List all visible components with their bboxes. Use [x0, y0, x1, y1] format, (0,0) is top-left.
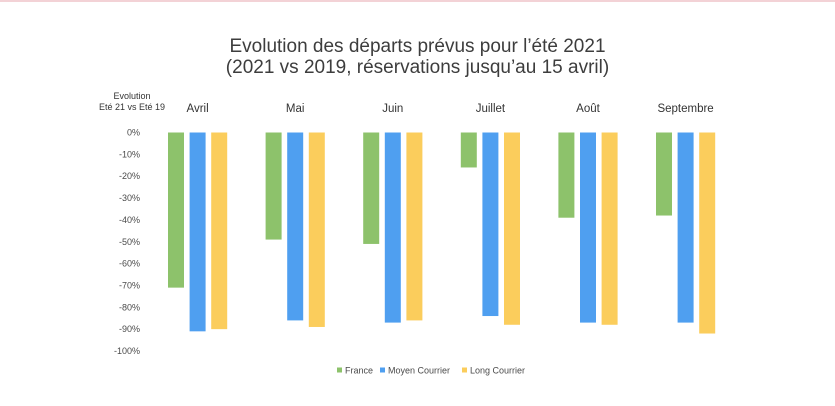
bar: [287, 132, 304, 321]
bar: [189, 132, 206, 332]
y-tick-label: -40%: [119, 215, 140, 225]
bar: [504, 132, 520, 325]
y-axis-title-line: Eté 21 vs Eté 19: [99, 102, 165, 112]
category-label: Septembre: [657, 103, 713, 115]
legend-swatch: [462, 367, 467, 373]
bar: [406, 132, 423, 321]
y-tick-label: -60%: [119, 259, 140, 269]
bar: [601, 132, 618, 325]
bar: [580, 132, 596, 323]
legend-label: Long Courrier: [470, 366, 525, 376]
category-label: Juillet: [476, 103, 506, 115]
bar: [677, 132, 694, 323]
category-label: Mai: [286, 103, 305, 115]
chart-subtitle: (2021 vs 2019, réservations jusqu’au 15 …: [225, 57, 610, 78]
category-labels: Avril Mai Juin Juillet Août Septembre: [187, 103, 714, 115]
chart-title: Evolution des départs prévus pour l’été …: [229, 36, 606, 57]
bar: [211, 132, 228, 330]
y-tick-label: -50%: [119, 237, 140, 247]
legend-swatch: [337, 367, 342, 373]
y-tick-label: 0%: [127, 128, 140, 138]
bar: [168, 132, 184, 288]
y-tick-label: -20%: [119, 171, 140, 181]
bar: [482, 132, 499, 317]
legend: France Moyen Courrier Long Courrier: [337, 366, 525, 376]
legend-label: France: [345, 366, 373, 376]
y-axis-ticks: 0% -10% -20% -30% -40% -50% -60% -70% -80% -90% -1…: [114, 128, 140, 357]
bar: [384, 132, 401, 323]
bar: [308, 132, 325, 327]
category-label: Août: [576, 103, 600, 115]
y-tick-label: -30%: [119, 193, 140, 203]
bar: [265, 132, 282, 240]
top-accent-line: [0, 0, 835, 2]
y-tick-label: -10%: [119, 149, 140, 159]
category-label: Avril: [187, 103, 209, 115]
y-axis-title-line: Evolution: [113, 91, 150, 101]
bar: [363, 132, 380, 244]
bars: [168, 132, 716, 334]
bar: [656, 132, 672, 216]
bar: [460, 132, 477, 168]
y-tick-label: -100%: [114, 346, 140, 356]
legend-label: Moyen Courrier: [388, 366, 450, 376]
y-tick-label: -90%: [119, 324, 140, 334]
bar: [699, 132, 716, 334]
chart-title-block: Evolution des départs prévus pour l’été …: [0, 36, 835, 78]
y-tick-label: -70%: [119, 280, 140, 290]
legend-swatch: [380, 367, 385, 373]
category-label: Juin: [382, 103, 403, 115]
bar: [558, 132, 575, 218]
y-tick-label: -80%: [119, 302, 140, 312]
